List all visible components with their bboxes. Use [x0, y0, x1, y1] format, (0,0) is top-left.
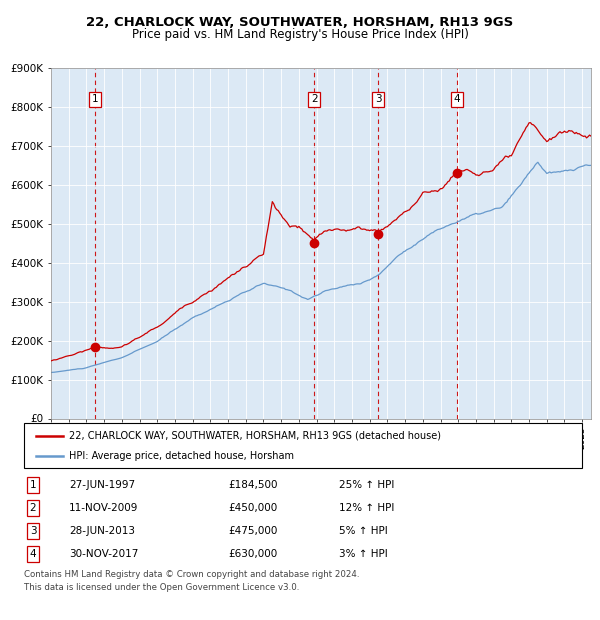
Text: 2: 2 [29, 503, 37, 513]
Text: 30-NOV-2017: 30-NOV-2017 [69, 549, 139, 559]
Text: 1: 1 [92, 94, 98, 104]
Text: 3: 3 [375, 94, 382, 104]
Text: 22, CHARLOCK WAY, SOUTHWATER, HORSHAM, RH13 9GS: 22, CHARLOCK WAY, SOUTHWATER, HORSHAM, R… [86, 16, 514, 29]
Text: 28-JUN-2013: 28-JUN-2013 [69, 526, 135, 536]
Text: 1: 1 [29, 480, 37, 490]
Text: 3% ↑ HPI: 3% ↑ HPI [339, 549, 388, 559]
Text: 4: 4 [454, 94, 460, 104]
Text: Contains HM Land Registry data © Crown copyright and database right 2024.
This d: Contains HM Land Registry data © Crown c… [24, 570, 359, 592]
Text: 2: 2 [311, 94, 317, 104]
Text: 4: 4 [29, 549, 37, 559]
Text: £630,000: £630,000 [228, 549, 277, 559]
Text: 22, CHARLOCK WAY, SOUTHWATER, HORSHAM, RH13 9GS (detached house): 22, CHARLOCK WAY, SOUTHWATER, HORSHAM, R… [69, 430, 441, 441]
Text: HPI: Average price, detached house, Horsham: HPI: Average price, detached house, Hors… [69, 451, 294, 461]
Text: £475,000: £475,000 [228, 526, 277, 536]
Text: 3: 3 [29, 526, 37, 536]
Text: 5% ↑ HPI: 5% ↑ HPI [339, 526, 388, 536]
Text: Price paid vs. HM Land Registry's House Price Index (HPI): Price paid vs. HM Land Registry's House … [131, 28, 469, 41]
Text: 27-JUN-1997: 27-JUN-1997 [69, 480, 135, 490]
Text: 12% ↑ HPI: 12% ↑ HPI [339, 503, 394, 513]
Text: £184,500: £184,500 [228, 480, 277, 490]
Text: 25% ↑ HPI: 25% ↑ HPI [339, 480, 394, 490]
Text: £450,000: £450,000 [228, 503, 277, 513]
Text: 11-NOV-2009: 11-NOV-2009 [69, 503, 139, 513]
